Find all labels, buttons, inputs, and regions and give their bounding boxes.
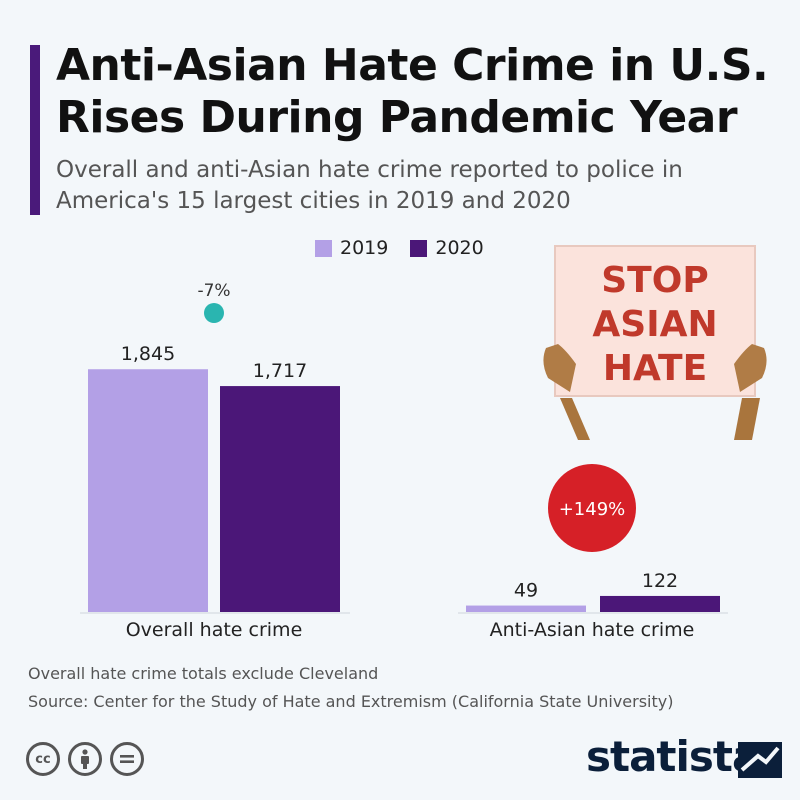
legend-swatch-2020 <box>410 239 428 257</box>
legend-swatch-2019 <box>315 239 332 257</box>
bar-anti-asian-2019 <box>466 605 586 612</box>
title-line-1: Anti-Asian Hate Crime in U.S. <box>56 40 769 91</box>
sign-text-line-3: HATE <box>603 348 707 389</box>
sign-text-line-1: STOP <box>601 260 708 301</box>
sign-text-line-2: ASIAN <box>592 304 717 345</box>
statista-logo[interactable]: statista <box>586 732 760 781</box>
license-icons: cc <box>26 742 152 776</box>
sign-arm-right <box>734 398 760 440</box>
legend: 2019 2020 <box>315 237 506 259</box>
bar-overall-2020 <box>220 386 340 612</box>
title-line-2: Rises During Pandemic Year <box>56 92 738 143</box>
change-circle-anti-asian <box>548 464 636 552</box>
legend-label-2019: 2019 <box>340 237 389 259</box>
bar-overall-2019 <box>88 369 208 612</box>
data-label-anti-asian-2020: 122 <box>642 570 678 592</box>
change-dot-overall <box>204 303 224 323</box>
hand-right-icon <box>734 344 767 392</box>
subtitle-line-1: Overall and anti-Asian hate crime report… <box>56 157 683 183</box>
bar-anti-asian-2020 <box>600 595 720 612</box>
data-label-overall-2020: 1,717 <box>253 360 307 382</box>
title-accent-bar <box>30 45 40 215</box>
legend-item-2019: 2019 <box>315 237 388 259</box>
statista-logo-mark-icon <box>738 742 782 778</box>
source-note: Source: Center for the Study of Hate and… <box>28 692 674 711</box>
subtitle-line-2: America's 15 largest cities in 2019 and … <box>56 188 571 214</box>
attribution-icon <box>68 742 102 776</box>
chart-subtitle: Overall and anti-Asian hate crime report… <box>56 155 776 217</box>
category-label-overall: Overall hate crime <box>126 619 303 641</box>
change-label-overall: -7% <box>197 281 230 301</box>
category-label-anti-asian: Anti-Asian hate crime <box>490 619 695 641</box>
change-label-anti-asian: +149% <box>559 499 626 520</box>
protest-sign <box>554 245 756 397</box>
chart-title: Anti-Asian Hate Crime in U.S. Rises Duri… <box>56 40 776 144</box>
cc-icon: cc <box>26 742 60 776</box>
footnote: Overall hate crime totals exclude Clevel… <box>28 664 379 683</box>
legend-label-2020: 2020 <box>435 237 484 259</box>
legend-item-2020: 2020 <box>410 237 484 259</box>
no-derivatives-icon <box>110 742 144 776</box>
hand-left-icon <box>543 344 576 392</box>
sign-arm-left <box>560 398 590 440</box>
data-label-overall-2019: 1,845 <box>121 343 175 365</box>
data-label-anti-asian-2019: 49 <box>514 580 538 602</box>
